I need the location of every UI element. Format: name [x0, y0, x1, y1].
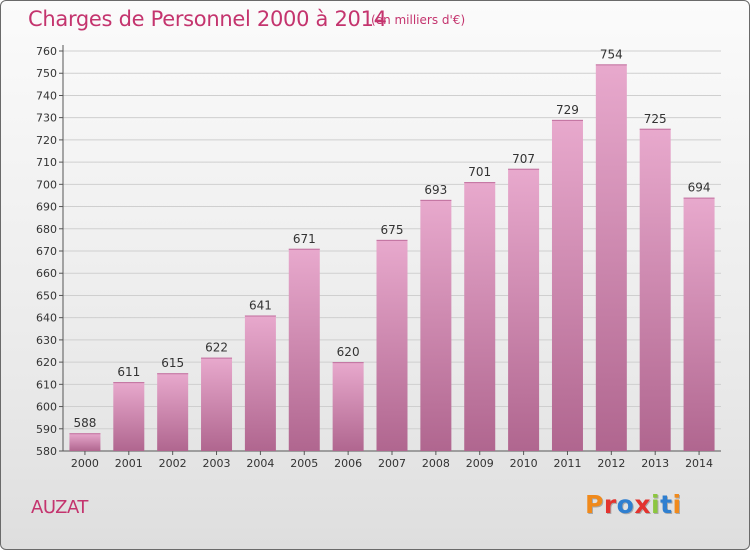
y-tick-label: 700 [36, 178, 57, 191]
bar-2012 [595, 64, 627, 452]
bar-2013 [639, 128, 671, 451]
bar-2000 [69, 433, 101, 451]
value-label: 671 [293, 232, 316, 246]
value-label: 588 [73, 416, 96, 430]
x-tick-label: 2001 [115, 457, 143, 470]
y-tick-label: 670 [36, 245, 57, 258]
bar-2009 [464, 182, 496, 451]
value-label: 707 [512, 152, 535, 166]
bar-2008 [420, 199, 452, 451]
logo-letter: x [634, 490, 651, 519]
y-tick-label: 580 [36, 445, 57, 458]
bar-2003 [201, 357, 233, 451]
chart-title: Charges de Personnel 2000 à 2014 [28, 7, 387, 31]
logo-letter: r [603, 490, 617, 519]
y-tick-label: 710 [36, 156, 57, 169]
value-label: 693 [424, 183, 447, 197]
x-tick-label: 2004 [246, 457, 274, 470]
x-tick-label: 2007 [378, 457, 406, 470]
bar-2005 [288, 248, 320, 451]
y-tick-label: 660 [36, 267, 57, 280]
y-tick-label: 610 [36, 378, 57, 391]
value-label: 615 [161, 356, 184, 370]
bars [69, 64, 715, 452]
y-tick-label: 740 [36, 89, 57, 102]
logo-letter: i [672, 490, 682, 519]
value-label: 622 [205, 341, 228, 355]
y-tick-label: 760 [36, 45, 57, 58]
x-tick-label: 2000 [71, 457, 99, 470]
y-tick-label: 730 [36, 112, 57, 125]
value-label: 694 [688, 181, 711, 195]
y-tick-label: 620 [36, 356, 57, 369]
bar-2001 [113, 382, 145, 451]
bar-2014 [683, 197, 715, 451]
x-tick-label: 2005 [290, 457, 318, 470]
y-tick-label: 600 [36, 401, 57, 414]
value-label: 641 [249, 298, 272, 312]
x-tick-label: 2002 [159, 457, 187, 470]
x-tick-label: 2010 [510, 457, 538, 470]
y-tick-label: 750 [36, 67, 57, 80]
y-tick-label: 720 [36, 134, 57, 147]
chart-unit: (en milliers d'€) [371, 13, 466, 27]
labels: 588 2000 611 2001 615 2002 622 2003 641 2004 671 20… [71, 47, 713, 470]
proxiti-logo[interactable]: Proxiti [585, 490, 682, 519]
value-label: 725 [644, 112, 667, 126]
x-tick-label: 2014 [685, 457, 713, 470]
bar-2007 [376, 239, 408, 451]
x-tick-label: 2013 [641, 457, 669, 470]
x-tick-label: 2012 [597, 457, 625, 470]
value-label: 620 [337, 345, 360, 359]
x-tick-label: 2006 [334, 457, 362, 470]
value-label: 701 [468, 165, 491, 179]
axes: 580 590 600 610 620 630 640 650 660 670 680 690 700 7… [36, 45, 721, 458]
value-label: 611 [117, 365, 140, 379]
y-tick-label: 640 [36, 312, 57, 325]
y-tick-label: 590 [36, 423, 57, 436]
x-tick-label: 2008 [422, 457, 450, 470]
x-tick-label: 2009 [466, 457, 494, 470]
y-tick-label: 650 [36, 289, 57, 302]
bar-2002 [157, 373, 189, 451]
bar-2006 [332, 362, 364, 451]
y-tick-label: 690 [36, 201, 57, 214]
logo-letter: t [660, 490, 673, 519]
value-label: 675 [381, 223, 404, 237]
y-tick-label: 630 [36, 334, 57, 347]
x-tick-label: 2003 [203, 457, 231, 470]
value-label: 754 [600, 47, 623, 61]
logo-letter: o [616, 490, 635, 519]
commune-name: AUZAT [31, 497, 88, 518]
logo-letter: i [651, 490, 661, 519]
bar-2004 [244, 315, 276, 451]
y-tick-label: 680 [36, 223, 57, 236]
bar-2011 [551, 119, 583, 451]
logo-letter: P [585, 490, 604, 519]
x-tick-label: 2011 [553, 457, 581, 470]
bar-2010 [508, 168, 540, 451]
value-label: 729 [556, 103, 579, 117]
